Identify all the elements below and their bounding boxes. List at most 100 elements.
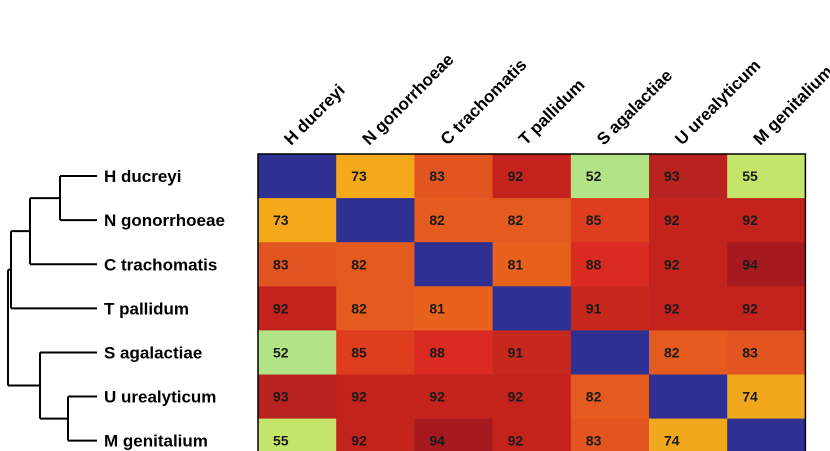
heatmap-cell-0-2 <box>414 154 494 199</box>
cell-value-0-2: 83 <box>429 168 445 184</box>
cell-value-4-6: 83 <box>742 344 758 360</box>
cell-value-5-4: 82 <box>586 389 602 405</box>
heatmap-cell-2-2 <box>414 242 494 287</box>
cell-value-2-0: 83 <box>273 256 289 272</box>
column-label-t-pallidum: T pallidum <box>515 75 589 149</box>
cell-value-2-4: 88 <box>586 256 602 272</box>
heatmap-cell-4-4 <box>570 330 650 376</box>
cell-value-4-5: 82 <box>664 344 680 360</box>
heatmap-cell-2-5 <box>649 242 728 287</box>
cell-value-5-2: 92 <box>429 389 445 405</box>
heatmap-cell-5-3 <box>492 374 572 420</box>
heatmap-cell-4-1 <box>336 330 415 376</box>
cell-value-0-3: 92 <box>508 168 524 184</box>
cell-value-2-1: 82 <box>351 256 367 272</box>
cell-value-6-3: 92 <box>508 433 524 449</box>
cell-value-3-0: 92 <box>273 300 289 316</box>
heatmap-cell-0-3 <box>492 154 572 199</box>
cell-value-4-1: 85 <box>351 344 367 360</box>
heatmap-cell-3-4 <box>570 286 650 331</box>
heatmap-cell-5-4 <box>570 374 650 420</box>
heatmap-cell-3-1 <box>336 286 415 331</box>
row-label-h-ducreyi: H ducreyi <box>104 167 181 186</box>
heatmap-cell-4-2 <box>414 330 494 376</box>
row-label-m-genitalium: M genitalium <box>104 432 208 451</box>
cell-value-2-6: 94 <box>742 256 758 272</box>
column-label-s-agalactiae: S agalactiae <box>593 66 676 149</box>
heatmap-cell-6-4 <box>570 418 650 451</box>
cell-value-6-5: 74 <box>664 433 680 449</box>
heatmap-cell-6-0 <box>258 418 337 451</box>
heatmap-cell-2-6 <box>727 242 806 287</box>
cell-value-0-6: 55 <box>742 168 758 184</box>
heatmap-cell-3-5 <box>649 286 728 331</box>
heatmap-cell-0-1 <box>336 154 415 199</box>
cell-value-5-6: 74 <box>742 389 758 405</box>
heatmap-cell-3-6 <box>727 286 806 331</box>
row-labels: H ducreyi N gonorrhoeae C trachomatis T pal… <box>104 167 225 451</box>
heatmap-cell-6-2 <box>414 418 494 451</box>
heatmap-cell-5-0 <box>258 374 337 420</box>
heatmap-cell-2-3 <box>492 242 572 287</box>
heatmap-cell-3-2 <box>414 286 494 331</box>
heatmap-cell-3-3 <box>492 286 572 331</box>
cell-value-5-1: 92 <box>351 389 367 405</box>
cell-value-6-4: 83 <box>586 433 602 449</box>
cell-value-3-4: 91 <box>586 300 602 316</box>
heatmap-cell-1-5 <box>649 198 728 243</box>
cell-value-0-1: 73 <box>351 168 367 184</box>
heatmap-frame <box>257 153 807 451</box>
heatmap-cell-0-4 <box>570 154 650 199</box>
cell-value-1-4: 85 <box>586 212 602 228</box>
heatmap-cell-5-2 <box>414 374 494 420</box>
heatmap-cell-4-6 <box>727 330 806 376</box>
cell-value-1-0: 73 <box>273 212 289 228</box>
cell-value-1-5: 92 <box>664 212 680 228</box>
heatmap-cell-1-1 <box>336 198 415 243</box>
column-label-h-ducreyi: H ducreyi <box>280 81 348 149</box>
heatmap-cell-6-6 <box>727 418 806 451</box>
heatmap-cell-3-0 <box>258 286 337 331</box>
heatmap-cell-2-4 <box>570 242 650 287</box>
heatmap-cell-4-3 <box>492 330 572 376</box>
cell-value-2-3: 81 <box>508 256 524 272</box>
cell-value-0-4: 52 <box>586 168 602 184</box>
heatmap-cell-1-0 <box>258 198 337 243</box>
cell-value-1-2: 82 <box>429 212 445 228</box>
cell-value-5-0: 93 <box>273 389 289 405</box>
heatmap-cell-5-5 <box>649 374 728 420</box>
heatmap-cell-1-2 <box>414 198 494 243</box>
row-label-t-pallidum: T pallidum <box>104 299 189 318</box>
heatmap-cell-5-6 <box>727 374 806 420</box>
cell-value-6-1: 92 <box>351 433 367 449</box>
cell-value-1-6: 92 <box>742 212 758 228</box>
row-label-n-gonorrhoeae: N gonorrhoeae <box>104 211 225 230</box>
cell-value-4-2: 88 <box>429 344 445 360</box>
heatmap-cell-1-4 <box>570 198 650 243</box>
heatmap-cell-4-0 <box>258 330 337 376</box>
heatmap-cell-0-5 <box>649 154 728 199</box>
cell-value-0-5: 93 <box>664 168 680 184</box>
heatmap-cell-4-5 <box>649 330 728 376</box>
row-label-c-trachomatis: C trachomatis <box>104 255 217 274</box>
column-label-m-genitalium: M genitalium <box>750 62 830 149</box>
heatmap-cells <box>258 154 806 451</box>
dendrogram <box>7 175 97 442</box>
cell-value-4-3: 91 <box>508 344 524 360</box>
heatmap-cell-6-3 <box>492 418 572 451</box>
cell-value-3-2: 81 <box>429 300 445 316</box>
cell-value-3-5: 92 <box>664 300 680 316</box>
cell-value-3-1: 82 <box>351 300 367 316</box>
heatmap-cell-1-6 <box>727 198 806 243</box>
row-label-u-urealyticum: U urealyticum <box>104 388 216 407</box>
heatmap-cell-5-1 <box>336 374 415 420</box>
cell-value-2-5: 92 <box>664 256 680 272</box>
cell-value-6-0: 55 <box>273 433 289 449</box>
heatmap-cell-1-3 <box>492 198 572 243</box>
cell-value-6-2: 94 <box>429 433 445 449</box>
heatmap-values: 73 83 92 52 93 55 73 82 82 85 92 92 83 82 81 88 92 94 92 82… <box>273 168 758 449</box>
cell-value-1-3: 82 <box>508 212 524 228</box>
heatmap-cell-2-1 <box>336 242 415 287</box>
